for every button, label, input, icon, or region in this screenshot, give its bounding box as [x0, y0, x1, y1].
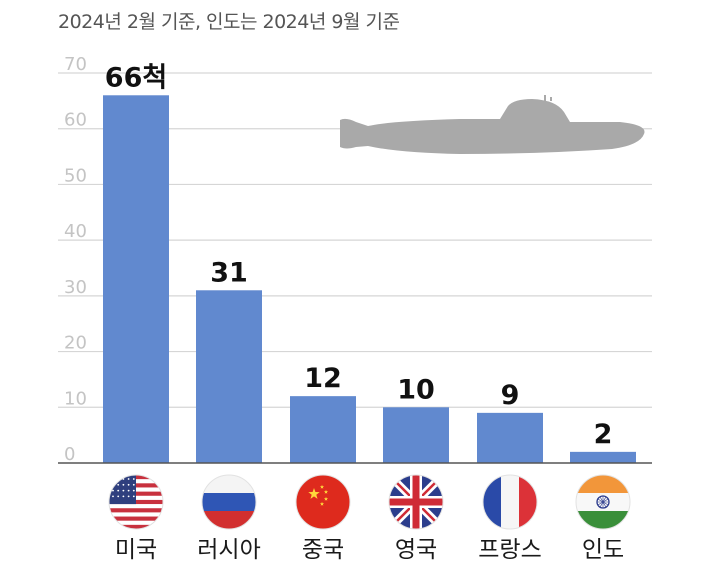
- russia-flag-icon: [201, 474, 257, 530]
- bar: [290, 396, 356, 463]
- us-flag-icon: [108, 474, 164, 530]
- y-tick-label: 60: [64, 110, 87, 131]
- bar: [477, 412, 543, 463]
- bars: [103, 95, 636, 464]
- chart-subtitle: 2024년 2월 기준, 인도는 2024년 9월 기준: [58, 11, 399, 33]
- uk-flag-icon: [388, 474, 444, 530]
- y-tick-label: 30: [64, 277, 87, 298]
- bar: [103, 95, 169, 464]
- data-labels: 66척 31 12 10 9 2: [105, 62, 613, 450]
- category-label: 러시아: [197, 537, 260, 563]
- y-tick-label: 10: [64, 388, 87, 409]
- data-label: 31: [210, 257, 248, 288]
- y-tick-label: 40: [64, 221, 87, 242]
- bar: [570, 451, 636, 463]
- category-label: 인도: [582, 537, 624, 563]
- submarine-icon: [340, 95, 645, 154]
- category-label: 영국: [395, 537, 437, 563]
- category-label: 미국: [115, 537, 157, 563]
- y-tick-label: 70: [64, 54, 87, 75]
- india-flag-icon: [575, 474, 631, 530]
- y-tick-label: 0: [64, 444, 75, 465]
- bar: [383, 407, 449, 463]
- france-flag-icon: [482, 474, 538, 530]
- data-label: 10: [397, 374, 435, 405]
- category-label: 프랑스: [478, 537, 541, 563]
- bar: [196, 290, 262, 463]
- data-label: 2: [594, 419, 613, 450]
- y-tick-label: 20: [64, 333, 87, 354]
- data-label: 66척: [105, 62, 167, 93]
- country-flags: [108, 474, 631, 530]
- data-label: 12: [304, 363, 342, 394]
- y-tick-label: 50: [64, 165, 87, 186]
- china-flag-icon: [295, 474, 351, 530]
- data-label: 9: [501, 380, 520, 411]
- category-label: 중국: [302, 537, 344, 563]
- category-labels: 미국 러시아 중국 영국 프랑스 인도: [115, 537, 624, 563]
